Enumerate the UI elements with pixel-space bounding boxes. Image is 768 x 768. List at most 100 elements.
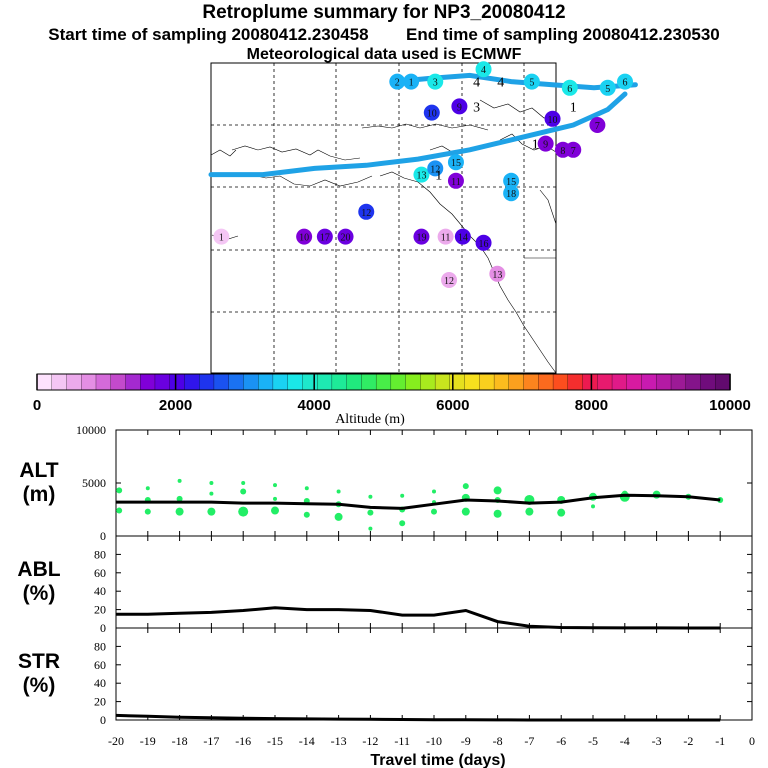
colorbar-cell [184, 373, 200, 391]
cluster-label: 11 [451, 177, 461, 188]
colorbar-cell [140, 373, 156, 391]
cluster-marker [544, 110, 561, 127]
alt-point [207, 507, 216, 516]
coastline [251, 174, 373, 187]
alt-mean-line [116, 493, 721, 510]
cluster-label: 20 [341, 233, 351, 244]
colorbar-cell [331, 373, 348, 391]
x-tick-label: 0 [749, 734, 755, 748]
alt-point [399, 520, 406, 527]
cluster-marker [599, 79, 616, 96]
alt-point [209, 491, 214, 496]
cluster-marker [537, 135, 554, 152]
x-tick-label: -12 [362, 734, 378, 748]
cluster-label: 12 [430, 164, 440, 175]
alt-point [493, 509, 502, 518]
colorbar-cell [508, 373, 525, 391]
alt-point [273, 483, 277, 488]
colorbar-cell [316, 373, 333, 391]
cluster-label: 12 [444, 276, 454, 287]
coastline [539, 189, 557, 225]
sampling-times: Start time of sampling 20080412.230458 E… [0, 25, 768, 45]
colorbar-cell [36, 373, 53, 391]
colorbar-cell [552, 373, 569, 391]
x-tick-label: -2 [683, 734, 693, 748]
y-tick-label: 40 [94, 584, 106, 598]
x-tick-label: -14 [299, 734, 315, 748]
cluster-marker [475, 234, 492, 251]
colorbar-cell [567, 373, 584, 391]
alt-point [116, 487, 123, 494]
cluster-label: 15 [506, 177, 516, 188]
colorbar-tick-label: 4000 [298, 397, 331, 414]
x-tick-label: -1 [715, 734, 725, 748]
colorbar-cell [405, 373, 422, 391]
y-axis-title: ABL [17, 558, 60, 581]
colorbar-cell [95, 373, 112, 391]
x-tick-label: -5 [588, 734, 598, 748]
cluster-label: 10 [427, 109, 437, 120]
path-label: 1 [570, 100, 577, 115]
y-tick-label: 10000 [76, 423, 106, 437]
cluster-marker [589, 117, 606, 133]
colorbar-cell [346, 373, 363, 391]
colorbar-cell [272, 373, 289, 391]
cluster-label: 1 [409, 78, 414, 89]
colorbar-cell [361, 373, 377, 391]
colorbar-cell [464, 373, 480, 391]
y-tick-label: 0 [100, 713, 106, 727]
colorbar-cell [523, 373, 539, 391]
alt-point [240, 488, 247, 495]
colorbar-cell [302, 373, 318, 391]
colorbar-cell [656, 373, 672, 391]
cluster-label: 5 [529, 78, 534, 89]
alt-point [461, 507, 470, 516]
y-tick-label: 80 [94, 639, 106, 653]
coastline [361, 123, 489, 131]
cluster-marker [503, 172, 520, 189]
alt-point [144, 508, 151, 515]
cluster-marker [437, 228, 454, 245]
cluster-label: 6 [567, 84, 572, 95]
path-label: 4 [497, 76, 504, 91]
altitude-colorbar: 0 2000 4000 6000 8000 10000 Altitude (m) [33, 373, 751, 427]
coastline [479, 99, 557, 119]
colorbar-cell [228, 373, 245, 391]
cluster-label: 11 [441, 233, 451, 244]
cluster-label: 2 [395, 78, 400, 89]
colorbar-cell [597, 373, 613, 391]
cluster-label: 4 [481, 65, 486, 76]
x-tick-label: -18 [172, 734, 188, 748]
y-tick-label: 0 [100, 529, 106, 543]
cluster-marker [447, 154, 464, 171]
colorbar-cell [375, 373, 392, 391]
path-label: 1 [532, 138, 539, 153]
y-tick-label: 40 [94, 676, 106, 690]
alt-point [303, 511, 310, 518]
x-tick-label: -8 [493, 734, 503, 748]
alt-point [176, 495, 183, 502]
colorbar-cell [538, 373, 554, 391]
colorbar-cell [110, 373, 127, 391]
alt-point [557, 508, 566, 517]
colorbar-cell [243, 373, 259, 391]
x-tick-label: -6 [556, 734, 566, 748]
time-series-panels: 1000050000ALT(m)806040200ABL(%)806040200… [17, 423, 755, 768]
path-label: 4 [473, 76, 480, 91]
x-tick-label: -9 [461, 734, 471, 748]
cluster-marker [451, 98, 468, 115]
alt-point [334, 512, 343, 521]
colorbar-cell [611, 373, 628, 391]
alt-point [241, 481, 246, 485]
end-time-label: End time of sampling 20080412.230530 [406, 25, 720, 44]
colorbar-cell [287, 373, 304, 391]
cluster-marker [503, 185, 520, 202]
str-line [115, 713, 721, 722]
map-frame [210, 62, 557, 374]
cluster-label: 12 [361, 208, 371, 219]
colorbar-cell [390, 373, 407, 391]
cluster-marker [475, 61, 492, 78]
cluster-label: 8 [560, 146, 565, 157]
